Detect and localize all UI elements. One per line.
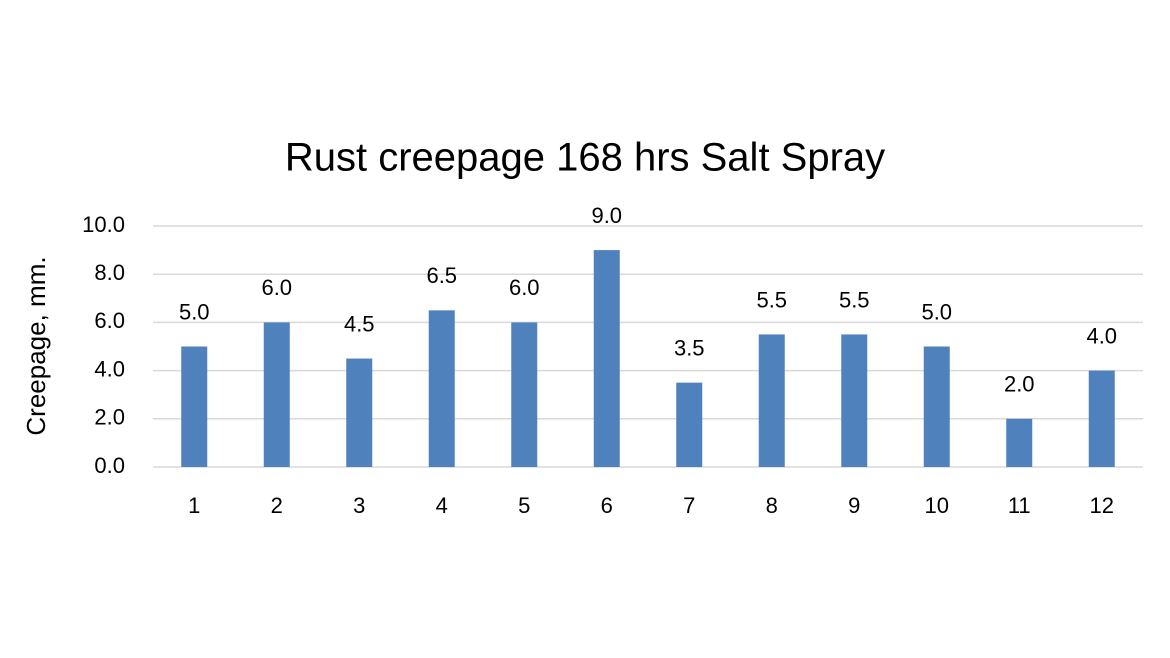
- y-tick-label: 4.0: [94, 356, 125, 381]
- x-tick-label: 1: [188, 493, 200, 518]
- x-tick-label: 3: [353, 493, 365, 518]
- bar: [428, 310, 455, 467]
- data-label: 2.0: [1004, 372, 1035, 397]
- x-tick-label: 7: [683, 493, 695, 518]
- bar: [923, 346, 950, 467]
- x-tick-label: 12: [1090, 493, 1114, 518]
- y-tick-label: 8.0: [94, 260, 125, 285]
- x-tick-label: 6: [601, 493, 613, 518]
- data-label: 6.0: [261, 275, 292, 300]
- data-label: 6.5: [426, 263, 457, 288]
- bar: [263, 322, 290, 467]
- y-tick-label: 10.0: [82, 212, 125, 237]
- y-axis-label: Creepage, mm.: [21, 256, 51, 435]
- bar: [593, 250, 620, 467]
- x-tick-label: 10: [925, 493, 949, 518]
- data-label: 3.5: [674, 335, 705, 360]
- bar: [1006, 418, 1033, 467]
- data-label: 5.5: [756, 287, 787, 312]
- data-label: 4.0: [1086, 323, 1117, 348]
- x-tick-label: 4: [436, 493, 448, 518]
- bar: [676, 382, 703, 467]
- bar: [1088, 370, 1115, 467]
- x-tick-label: 11: [1008, 493, 1031, 518]
- bar: [758, 334, 785, 467]
- data-label: 5.0: [921, 299, 952, 324]
- bar: [841, 334, 868, 467]
- x-tick-label: 5: [518, 493, 530, 518]
- y-tick-label: 6.0: [94, 308, 125, 333]
- x-tick-label: 8: [766, 493, 778, 518]
- bar: [346, 358, 373, 467]
- chart-title: Rust creepage 168 hrs Salt Spray: [285, 136, 885, 180]
- bar: [511, 322, 538, 467]
- bar: [181, 346, 208, 467]
- data-label: 5.0: [179, 299, 210, 324]
- y-tick-label: 2.0: [94, 405, 125, 430]
- y-tick-label: 0.0: [94, 453, 125, 478]
- data-label: 9.0: [591, 203, 622, 228]
- data-label: 4.5: [344, 311, 375, 336]
- data-label: 6.0: [509, 275, 540, 300]
- x-tick-label: 2: [271, 493, 283, 518]
- x-tick-label: 9: [848, 493, 860, 518]
- data-label: 5.5: [839, 287, 870, 312]
